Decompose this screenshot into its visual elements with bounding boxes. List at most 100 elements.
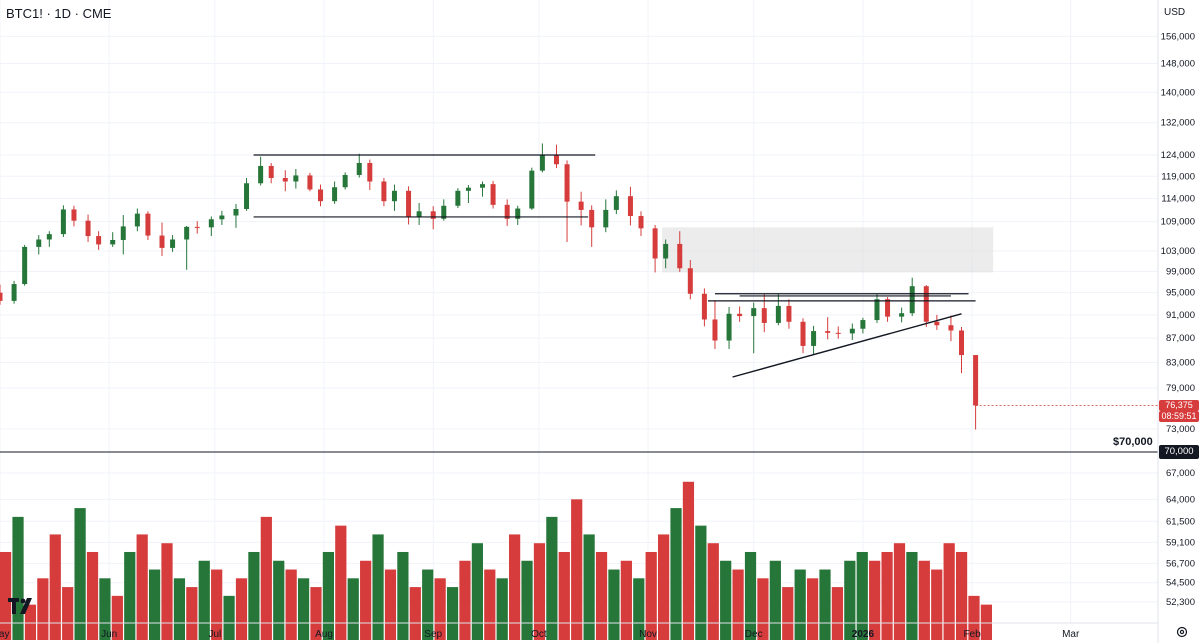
price-tick-label: 54,500 — [1166, 578, 1195, 589]
volume-bar — [260, 516, 272, 640]
candle — [318, 184, 324, 207]
volume-bar — [645, 551, 657, 640]
currency-label[interactable]: USD — [1164, 7, 1186, 18]
candle — [578, 191, 584, 226]
candle — [465, 185, 471, 204]
volume-bar — [707, 543, 719, 640]
trend-line — [732, 313, 962, 378]
candle — [36, 235, 42, 255]
candle — [268, 162, 274, 184]
candle — [687, 260, 693, 300]
gear-icon[interactable] — [1175, 625, 1189, 639]
candle — [923, 285, 929, 327]
volume-bar — [893, 543, 906, 640]
volume-bar — [397, 551, 409, 640]
volume-bar — [148, 569, 161, 640]
volume-bar — [248, 551, 260, 640]
candle — [539, 143, 545, 173]
volume-bar — [422, 569, 434, 640]
candle — [638, 211, 644, 237]
volume-bar — [335, 525, 347, 640]
volume-bar — [409, 587, 421, 640]
candle — [233, 203, 239, 228]
volume-bar — [384, 569, 397, 640]
candle — [874, 293, 880, 323]
candle — [613, 190, 619, 215]
candle — [430, 206, 436, 230]
volume-bar — [633, 578, 645, 640]
candle — [825, 317, 831, 340]
volume-bar — [223, 595, 235, 640]
volume-bar — [931, 569, 943, 640]
tradingview-logo-icon[interactable] — [8, 598, 36, 614]
time-tick-label: Dec — [745, 629, 763, 640]
volume-bar — [658, 534, 670, 640]
candle — [159, 222, 165, 256]
volume-bar — [881, 551, 893, 640]
volume-bar — [831, 587, 844, 640]
price-tick-label: 132,000 — [1161, 118, 1195, 129]
volume-bar — [37, 578, 49, 640]
volume-bar — [670, 508, 682, 640]
price-tick-label: 114,000 — [1161, 193, 1195, 204]
time-tick-label: Oct — [531, 629, 547, 640]
volume-bar — [86, 551, 99, 640]
volume-bar — [0, 551, 12, 640]
price-tick-label: 119,000 — [1161, 171, 1195, 182]
level-annotation: $70,000 — [1113, 436, 1153, 448]
candle — [455, 188, 461, 209]
symbol-title[interactable]: BTC1! · 1D · CME — [6, 6, 112, 21]
volume-bar — [980, 604, 993, 640]
price-tick-label: 109,000 — [1161, 217, 1195, 228]
candle — [811, 325, 817, 356]
time-tick-label: Mar — [1062, 629, 1080, 640]
candle — [726, 307, 732, 349]
candle — [490, 181, 496, 209]
candle — [800, 318, 806, 354]
time-tick-label: 2026 — [852, 629, 875, 640]
candle — [391, 184, 397, 211]
candle — [712, 300, 718, 349]
candle — [244, 178, 250, 211]
candle — [677, 231, 683, 272]
candle — [553, 144, 559, 169]
price-tick-label: 64,000 — [1166, 494, 1195, 505]
time-axis[interactable]: May Jun Jul Aug Sep Oct Nov Dec 2026 Feb Mar — [0, 622, 1158, 640]
volume-bar — [496, 578, 508, 640]
volume-bar — [806, 578, 819, 640]
candle — [515, 205, 521, 225]
volume-bar — [62, 587, 74, 640]
price-tick-label: 103,000 — [1161, 246, 1195, 257]
volume-bar — [12, 516, 24, 640]
candle — [480, 181, 486, 197]
volume-bar — [906, 551, 918, 640]
volume-bar — [509, 534, 521, 640]
volume-bar — [49, 534, 61, 640]
candle — [948, 315, 954, 342]
candle — [416, 203, 422, 225]
volume-bar — [273, 560, 285, 640]
volume-bar — [943, 543, 955, 640]
volume-bar — [757, 578, 769, 640]
volume-bar — [310, 587, 322, 640]
volume-bar — [968, 595, 980, 640]
volume-bar — [173, 578, 186, 640]
volume-bar — [360, 560, 372, 640]
time-tick-label: May — [0, 629, 9, 640]
volume-bar — [794, 569, 806, 640]
last-price-badge: 76,375 — [1159, 400, 1199, 411]
candle — [293, 168, 299, 189]
volume-bar — [446, 587, 459, 640]
volume-bar — [782, 587, 794, 640]
volume-bar — [744, 551, 757, 640]
price-tick-label: 148,000 — [1161, 59, 1195, 70]
candle — [663, 239, 669, 269]
volume-bar — [869, 560, 881, 640]
price-axis[interactable]: 156,000 148,000 140,000 132,000 124,000 119,0… — [1157, 0, 1195, 643]
volume-bar — [608, 569, 620, 640]
volume-bar — [136, 534, 148, 640]
supply-zone-rect — [662, 227, 994, 273]
volume-bar — [74, 508, 86, 640]
candle — [170, 235, 176, 252]
